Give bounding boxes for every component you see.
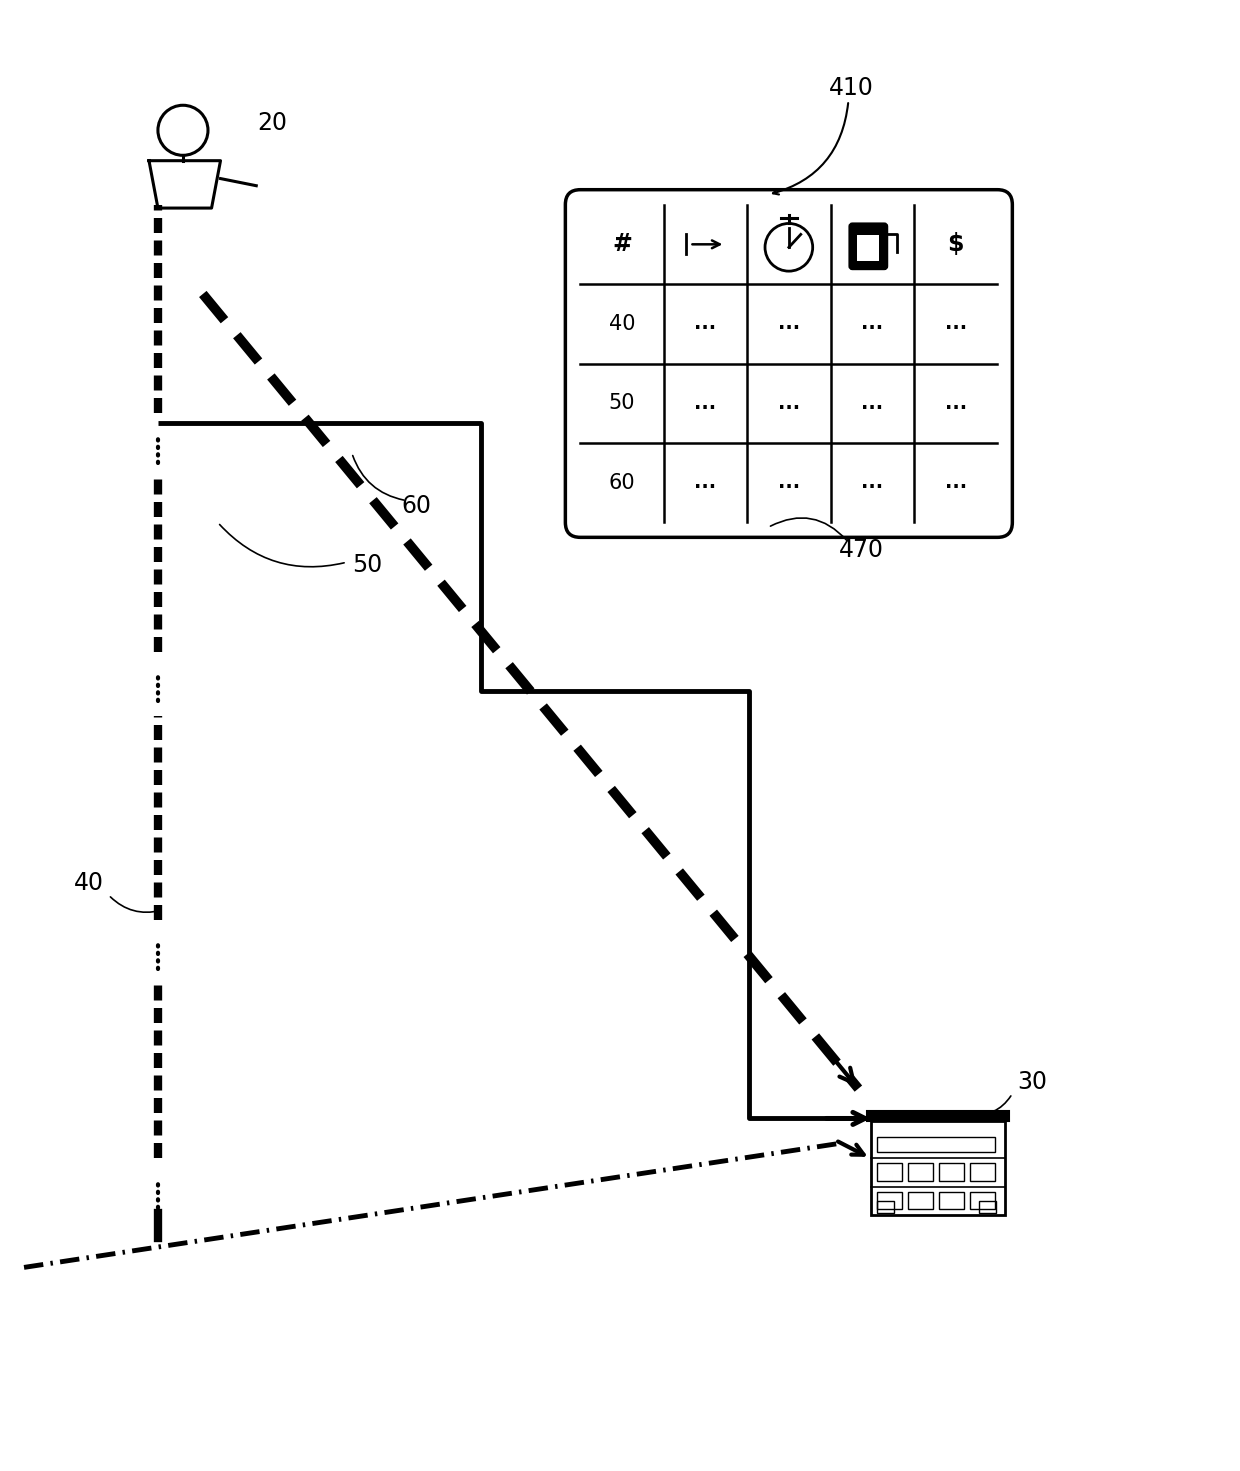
Text: 470: 470 <box>838 538 884 562</box>
Text: 50: 50 <box>609 393 635 413</box>
Text: ...: ... <box>694 315 717 334</box>
FancyBboxPatch shape <box>849 224 887 269</box>
Text: 410: 410 <box>828 76 873 100</box>
Text: 60: 60 <box>609 472 635 493</box>
Text: ...: ... <box>777 394 800 413</box>
FancyBboxPatch shape <box>857 235 879 262</box>
Text: ...: ... <box>862 474 883 493</box>
Text: ...: ... <box>945 315 967 334</box>
Text: 20: 20 <box>258 112 288 135</box>
Text: 30: 30 <box>1017 1069 1048 1093</box>
Text: $: $ <box>947 232 963 256</box>
FancyBboxPatch shape <box>565 190 1012 537</box>
Text: ...: ... <box>777 474 800 493</box>
Polygon shape <box>867 1112 1009 1121</box>
Text: ...: ... <box>945 394 967 413</box>
Text: ...: ... <box>694 474 717 493</box>
Text: 40: 40 <box>609 313 635 334</box>
Text: 50: 50 <box>352 553 382 577</box>
Text: ...: ... <box>862 394 883 413</box>
Text: ...: ... <box>945 474 967 493</box>
Text: 60: 60 <box>402 493 432 518</box>
Text: ...: ... <box>862 315 883 334</box>
Text: 40: 40 <box>73 871 104 894</box>
Text: ...: ... <box>694 394 717 413</box>
Text: #: # <box>613 232 632 256</box>
Text: ...: ... <box>777 315 800 334</box>
